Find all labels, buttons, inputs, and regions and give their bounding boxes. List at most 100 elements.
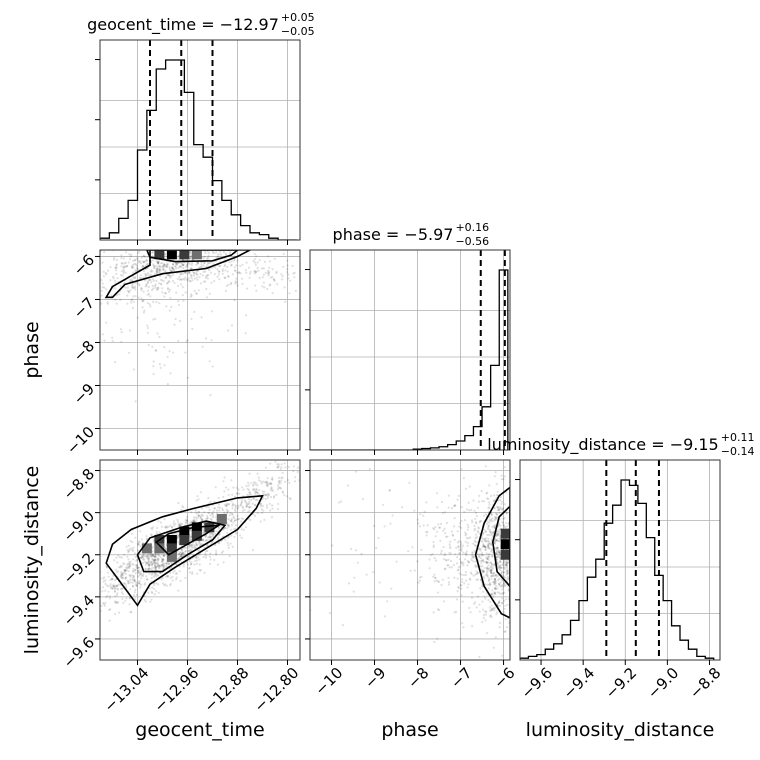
scatter-point <box>173 569 176 572</box>
scatter-point <box>494 636 497 639</box>
scatter-point <box>180 549 183 552</box>
scatter-point <box>258 479 261 482</box>
scatter-point <box>125 585 128 588</box>
scatter-point <box>97 564 99 566</box>
scatter-point <box>164 253 167 256</box>
scatter-point <box>163 265 166 268</box>
scatter-point <box>201 245 203 247</box>
scatter-point <box>499 569 502 572</box>
scatter-point <box>241 241 243 243</box>
scatter-point <box>531 522 533 524</box>
scatter-point <box>164 265 168 268</box>
scatter-point <box>461 580 464 584</box>
scatter-point <box>496 532 499 536</box>
scatter-point <box>447 558 450 561</box>
scatter-point <box>190 545 193 549</box>
scatter-point <box>472 556 475 559</box>
scatter-point <box>89 330 91 332</box>
scatter-point <box>77 279 79 281</box>
scatter-point <box>516 572 518 574</box>
scatter-point <box>476 578 479 581</box>
density-cell <box>166 250 177 260</box>
scatter-point <box>431 553 434 556</box>
scatter-point <box>171 266 174 270</box>
scatter-point <box>513 568 515 570</box>
scatter-point <box>413 569 416 572</box>
scatter-point <box>487 539 490 543</box>
scatter-point <box>148 564 151 567</box>
scatter-point <box>504 576 507 579</box>
scatter-point <box>246 287 249 290</box>
scatter-point <box>139 262 143 265</box>
scatter-point <box>481 540 484 543</box>
scatter-point <box>467 501 470 504</box>
scatter-point <box>153 284 156 288</box>
scatter-point <box>502 561 505 564</box>
scatter-point <box>188 571 192 574</box>
scatter-point <box>125 597 128 600</box>
scatter-point <box>132 263 135 266</box>
scatter-point <box>485 632 489 635</box>
scatter-point <box>142 574 145 578</box>
scatter-point <box>459 584 462 587</box>
scatter-point <box>112 585 115 588</box>
scatter-point <box>494 578 497 581</box>
scatter-point <box>90 325 92 327</box>
scatter-point <box>103 339 106 342</box>
scatter-point <box>266 476 269 480</box>
scatter-point <box>491 551 494 554</box>
scatter-point <box>486 527 490 531</box>
scatter-point <box>486 571 489 574</box>
panel-grid-2-2 <box>520 460 720 660</box>
scatter-point <box>462 573 465 577</box>
scatter-point <box>522 600 524 602</box>
scatter-point <box>162 269 165 272</box>
scatter-point <box>144 285 147 288</box>
scatter-point <box>116 601 119 604</box>
scatter-point <box>467 561 471 564</box>
scatter-point <box>460 540 463 543</box>
scatter-point <box>209 532 212 535</box>
scatter-point <box>516 586 518 588</box>
scatter-point <box>196 544 199 547</box>
scatter-point <box>156 565 159 568</box>
scatter-point <box>126 264 129 268</box>
scatter-point <box>468 577 472 580</box>
scatter-point <box>207 262 210 265</box>
scatter-point <box>249 493 253 496</box>
scatter-point <box>147 286 150 289</box>
scatter-point <box>496 505 499 508</box>
scatter-point <box>155 269 158 272</box>
scatter-point <box>156 288 160 291</box>
scatter-point <box>215 509 218 512</box>
scatter-point <box>500 508 503 511</box>
scatter-point <box>186 279 189 282</box>
scatter-point <box>222 480 225 483</box>
scatter-point <box>168 350 171 353</box>
scatter-point <box>373 524 376 528</box>
scatter-point <box>496 530 499 533</box>
scatter-point <box>209 394 212 397</box>
scatter-point <box>124 576 127 580</box>
scatter-point <box>495 556 498 559</box>
scatter-point <box>101 282 104 285</box>
scatter-point <box>219 265 222 268</box>
scatter-point <box>252 497 255 500</box>
scatter-point <box>462 477 465 480</box>
scatter-point <box>347 484 350 487</box>
scatter-point <box>150 576 153 580</box>
scatter-point <box>513 541 515 543</box>
scatter-point <box>171 263 174 266</box>
scatter-point <box>420 548 423 552</box>
histogram-title-lower-luminosity_distance: −0.14 <box>721 445 755 458</box>
scatter-point <box>206 517 209 520</box>
scatter-point <box>303 465 305 467</box>
scatter-point <box>440 552 443 555</box>
scatter-point <box>159 556 162 559</box>
scatter-point <box>498 567 501 570</box>
scatter-point <box>484 540 487 543</box>
scatter-point <box>499 499 502 502</box>
scatter-point <box>513 512 515 514</box>
scatter-point <box>514 563 516 565</box>
scatter-point <box>455 562 459 565</box>
